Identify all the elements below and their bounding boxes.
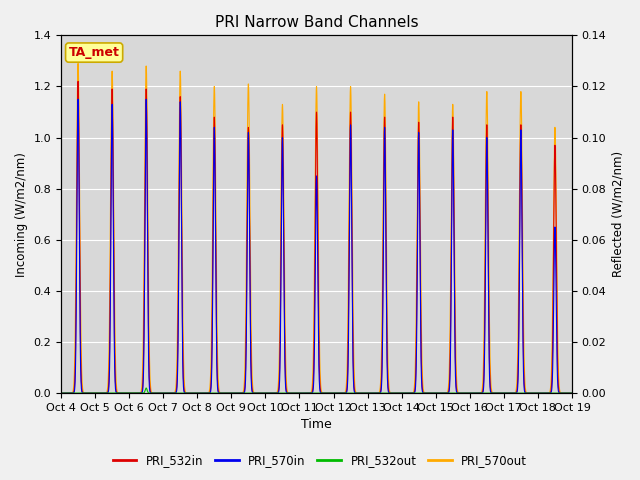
Title: PRI Narrow Band Channels: PRI Narrow Band Channels xyxy=(214,15,419,30)
Text: TA_met: TA_met xyxy=(68,46,120,59)
Y-axis label: Reflected (W/m2/nm): Reflected (W/m2/nm) xyxy=(612,151,625,277)
Y-axis label: Incoming (W/m2/nm): Incoming (W/m2/nm) xyxy=(15,152,28,276)
Legend: PRI_532in, PRI_570in, PRI_532out, PRI_570out: PRI_532in, PRI_570in, PRI_532out, PRI_57… xyxy=(108,449,532,472)
X-axis label: Time: Time xyxy=(301,419,332,432)
